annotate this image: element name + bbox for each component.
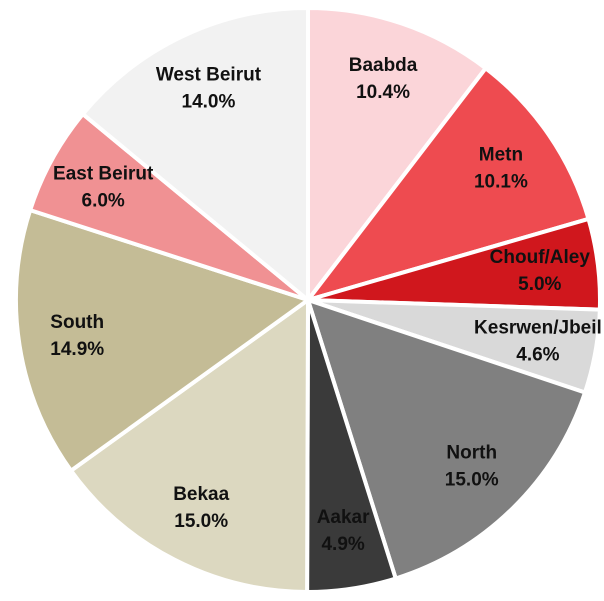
slice-value-label: 15.0% xyxy=(445,470,499,491)
slice-label: East Beirut xyxy=(53,164,154,185)
slice-value-label: 14.9% xyxy=(50,339,104,360)
pie-slice xyxy=(306,6,488,302)
slice-value-label: 6.0% xyxy=(82,191,125,212)
slice-label: West Beirut xyxy=(156,65,262,86)
slice-value-label: 14.0% xyxy=(182,92,236,113)
pie-slice xyxy=(306,298,587,581)
slice-value-label: 4.6% xyxy=(516,344,559,365)
slice-label: Metn xyxy=(479,144,523,165)
slice-label: South xyxy=(50,312,104,333)
pie-slice xyxy=(69,298,310,594)
slice-value-label: 15.0% xyxy=(174,511,228,532)
slice-label: Chouf/Aley xyxy=(490,247,591,268)
slice-value-label: 5.0% xyxy=(518,274,561,295)
slice-value-label: 4.9% xyxy=(321,534,364,555)
slice-label: Aakar xyxy=(317,507,370,528)
slice-label: Baabda xyxy=(349,55,418,76)
slice-value-label: 10.1% xyxy=(474,171,528,192)
pie-slice xyxy=(80,6,310,302)
slice-label: Bekaa xyxy=(173,484,229,505)
slice-label: North xyxy=(446,443,497,464)
slice-label: Kesrwen/Jbeil xyxy=(474,317,602,338)
slice-value-label: 10.4% xyxy=(356,82,410,103)
pie-slice xyxy=(306,66,591,302)
pie-slice xyxy=(14,208,310,473)
